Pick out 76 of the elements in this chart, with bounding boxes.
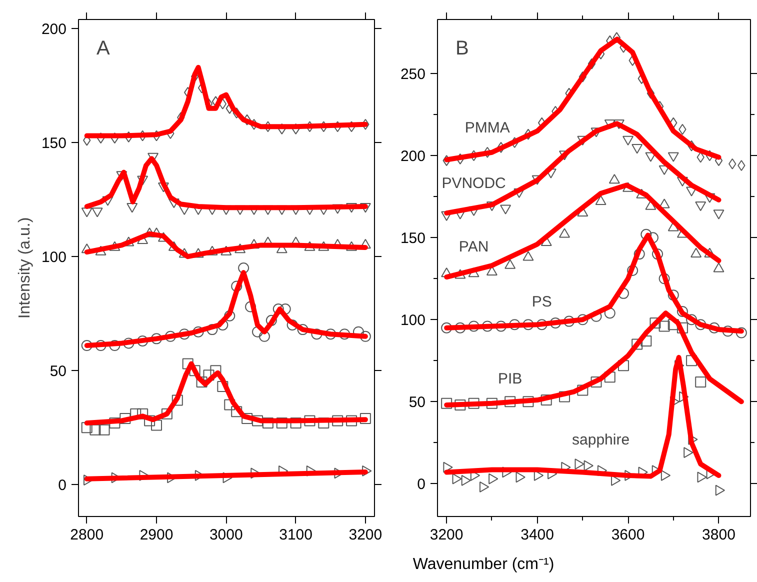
point [695,376,706,388]
y-tick-label: 200 [41,21,67,38]
point [652,248,664,260]
x-tick-label: 3100 [279,526,312,544]
y-tick-label: 100 [41,249,67,266]
point [441,398,452,409]
x-tick-label: 3200 [348,526,382,544]
point [224,310,236,322]
annotation: A [96,38,110,60]
series-label: PS [532,294,552,311]
point [266,314,277,326]
y-tick-label: 50 [50,363,67,380]
point [304,415,316,426]
point [90,424,101,436]
point [708,322,720,334]
point [360,330,371,342]
point [574,458,584,470]
point [715,484,726,496]
point [362,465,372,476]
y-axis-title: Intensity (a.u.) [16,217,34,319]
point [622,136,634,146]
annotation: B [456,38,469,60]
point [81,208,92,218]
point [684,447,694,458]
point [454,399,466,410]
point [346,415,358,426]
point [272,304,284,315]
series-label: PIB [498,370,522,388]
y-tick-label: 150 [41,135,67,152]
y-tick-label: 0 [417,476,426,494]
point [658,320,670,332]
point [668,152,679,162]
point [632,144,643,154]
point [461,474,471,486]
series-label: PVNODC [442,174,506,192]
point [516,472,526,483]
point [238,262,250,274]
point [443,462,453,473]
series-label: PAN [458,238,489,256]
point [126,203,138,213]
point [686,314,698,326]
point [452,473,462,484]
point [258,330,270,342]
y-tick-label: 50 [408,394,426,412]
point [660,470,671,481]
y-tick-label: 100 [400,312,426,330]
x-tick-label: 3400 [520,526,554,544]
x-axis-title: Wavenumber (cm⁻¹) [412,555,554,575]
series-label: sapphire [572,432,630,449]
point [488,473,498,484]
point [92,208,103,218]
point [584,460,594,472]
point [736,327,747,338]
x-tick-label: 3200 [430,526,464,544]
point [252,415,263,426]
y-tick-label: 250 [400,66,426,84]
x-tick-label: 3600 [611,526,645,544]
series-label: PMMA [464,119,510,136]
x-tick-label: 3800 [702,526,736,544]
point [713,210,724,220]
x-tick-label: 3000 [209,526,243,544]
point [151,420,162,431]
point [98,424,110,436]
point [695,319,706,330]
point [697,472,707,483]
point [360,412,371,424]
point [360,203,371,213]
point [500,204,512,214]
point [676,306,688,317]
y-tick-label: 0 [58,477,66,494]
point [695,201,706,212]
x-tick-label: 2900 [140,526,174,544]
y-tick-label: 150 [400,230,426,248]
x-tick-label: 2800 [70,526,104,544]
y-tick-label: 200 [400,148,426,166]
point [479,481,490,492]
